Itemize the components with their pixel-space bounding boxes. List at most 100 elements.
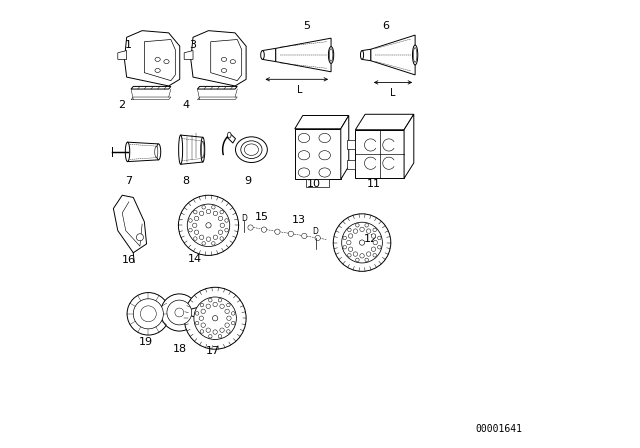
Circle shape bbox=[218, 216, 223, 220]
Text: 4: 4 bbox=[183, 99, 190, 110]
Circle shape bbox=[194, 297, 236, 340]
Circle shape bbox=[220, 223, 225, 228]
Circle shape bbox=[301, 233, 307, 239]
Circle shape bbox=[288, 231, 294, 237]
Polygon shape bbox=[362, 49, 371, 61]
Ellipse shape bbox=[319, 134, 330, 142]
Circle shape bbox=[225, 309, 229, 314]
Polygon shape bbox=[131, 86, 171, 89]
Text: 17: 17 bbox=[206, 346, 220, 357]
Text: 7: 7 bbox=[125, 176, 132, 185]
Circle shape bbox=[356, 224, 359, 227]
Circle shape bbox=[353, 252, 358, 256]
Circle shape bbox=[227, 303, 230, 307]
Circle shape bbox=[209, 335, 212, 338]
Text: 3: 3 bbox=[189, 40, 196, 50]
Circle shape bbox=[360, 254, 364, 258]
Ellipse shape bbox=[298, 151, 310, 160]
Circle shape bbox=[193, 211, 197, 214]
Circle shape bbox=[199, 316, 204, 320]
Polygon shape bbox=[276, 38, 331, 72]
Polygon shape bbox=[131, 97, 171, 99]
Polygon shape bbox=[340, 116, 349, 179]
Circle shape bbox=[367, 252, 371, 256]
Circle shape bbox=[201, 323, 205, 327]
Ellipse shape bbox=[221, 69, 227, 73]
Circle shape bbox=[212, 241, 215, 245]
Text: 12: 12 bbox=[364, 234, 378, 245]
Text: D: D bbox=[312, 227, 319, 236]
Circle shape bbox=[218, 298, 221, 302]
Polygon shape bbox=[191, 30, 246, 86]
Polygon shape bbox=[198, 86, 237, 89]
Text: 5: 5 bbox=[303, 21, 310, 31]
Circle shape bbox=[378, 236, 381, 240]
Polygon shape bbox=[262, 48, 276, 62]
Circle shape bbox=[213, 211, 218, 215]
Circle shape bbox=[213, 302, 218, 306]
Circle shape bbox=[227, 316, 231, 320]
Ellipse shape bbox=[155, 57, 160, 61]
Ellipse shape bbox=[155, 69, 160, 73]
Polygon shape bbox=[184, 51, 193, 60]
Circle shape bbox=[348, 234, 353, 238]
Circle shape bbox=[367, 229, 371, 233]
Ellipse shape bbox=[328, 47, 333, 64]
Circle shape bbox=[140, 306, 156, 322]
Ellipse shape bbox=[156, 144, 161, 160]
Polygon shape bbox=[198, 97, 237, 99]
Circle shape bbox=[184, 287, 246, 349]
Circle shape bbox=[353, 229, 358, 233]
Polygon shape bbox=[127, 142, 159, 162]
Circle shape bbox=[248, 225, 253, 230]
Circle shape bbox=[200, 235, 204, 240]
Circle shape bbox=[333, 214, 391, 271]
Circle shape bbox=[225, 219, 228, 222]
Text: 13: 13 bbox=[292, 215, 306, 225]
Circle shape bbox=[195, 230, 199, 234]
Circle shape bbox=[227, 330, 230, 333]
Circle shape bbox=[189, 219, 192, 222]
Circle shape bbox=[371, 247, 376, 251]
Circle shape bbox=[225, 228, 228, 232]
Circle shape bbox=[212, 315, 218, 321]
Circle shape bbox=[200, 303, 204, 307]
Ellipse shape bbox=[319, 168, 330, 177]
Circle shape bbox=[133, 299, 163, 329]
Ellipse shape bbox=[241, 141, 262, 159]
Circle shape bbox=[365, 258, 369, 262]
Polygon shape bbox=[211, 39, 242, 81]
Circle shape bbox=[136, 234, 143, 241]
Circle shape bbox=[200, 211, 204, 215]
Polygon shape bbox=[145, 39, 175, 81]
Circle shape bbox=[195, 321, 199, 325]
Text: 2: 2 bbox=[118, 99, 125, 110]
Polygon shape bbox=[404, 114, 414, 178]
Circle shape bbox=[188, 204, 230, 246]
Bar bbox=[355, 130, 404, 178]
Circle shape bbox=[202, 241, 205, 245]
Circle shape bbox=[212, 206, 215, 209]
Circle shape bbox=[175, 308, 184, 317]
Circle shape bbox=[261, 227, 267, 232]
Text: 18: 18 bbox=[173, 344, 187, 354]
Ellipse shape bbox=[125, 142, 130, 162]
Circle shape bbox=[348, 228, 351, 232]
Ellipse shape bbox=[202, 141, 204, 158]
Ellipse shape bbox=[298, 134, 310, 142]
Circle shape bbox=[195, 312, 199, 315]
Circle shape bbox=[206, 328, 211, 332]
Circle shape bbox=[195, 216, 199, 220]
Text: 8: 8 bbox=[182, 176, 189, 185]
Ellipse shape bbox=[164, 60, 169, 64]
Ellipse shape bbox=[201, 137, 205, 162]
Circle shape bbox=[167, 300, 192, 325]
Ellipse shape bbox=[179, 135, 182, 164]
Polygon shape bbox=[227, 133, 236, 143]
Circle shape bbox=[315, 235, 321, 241]
Circle shape bbox=[201, 309, 205, 314]
Circle shape bbox=[206, 223, 211, 228]
Circle shape bbox=[220, 237, 223, 240]
Polygon shape bbox=[346, 140, 355, 149]
Text: 6: 6 bbox=[382, 21, 389, 31]
